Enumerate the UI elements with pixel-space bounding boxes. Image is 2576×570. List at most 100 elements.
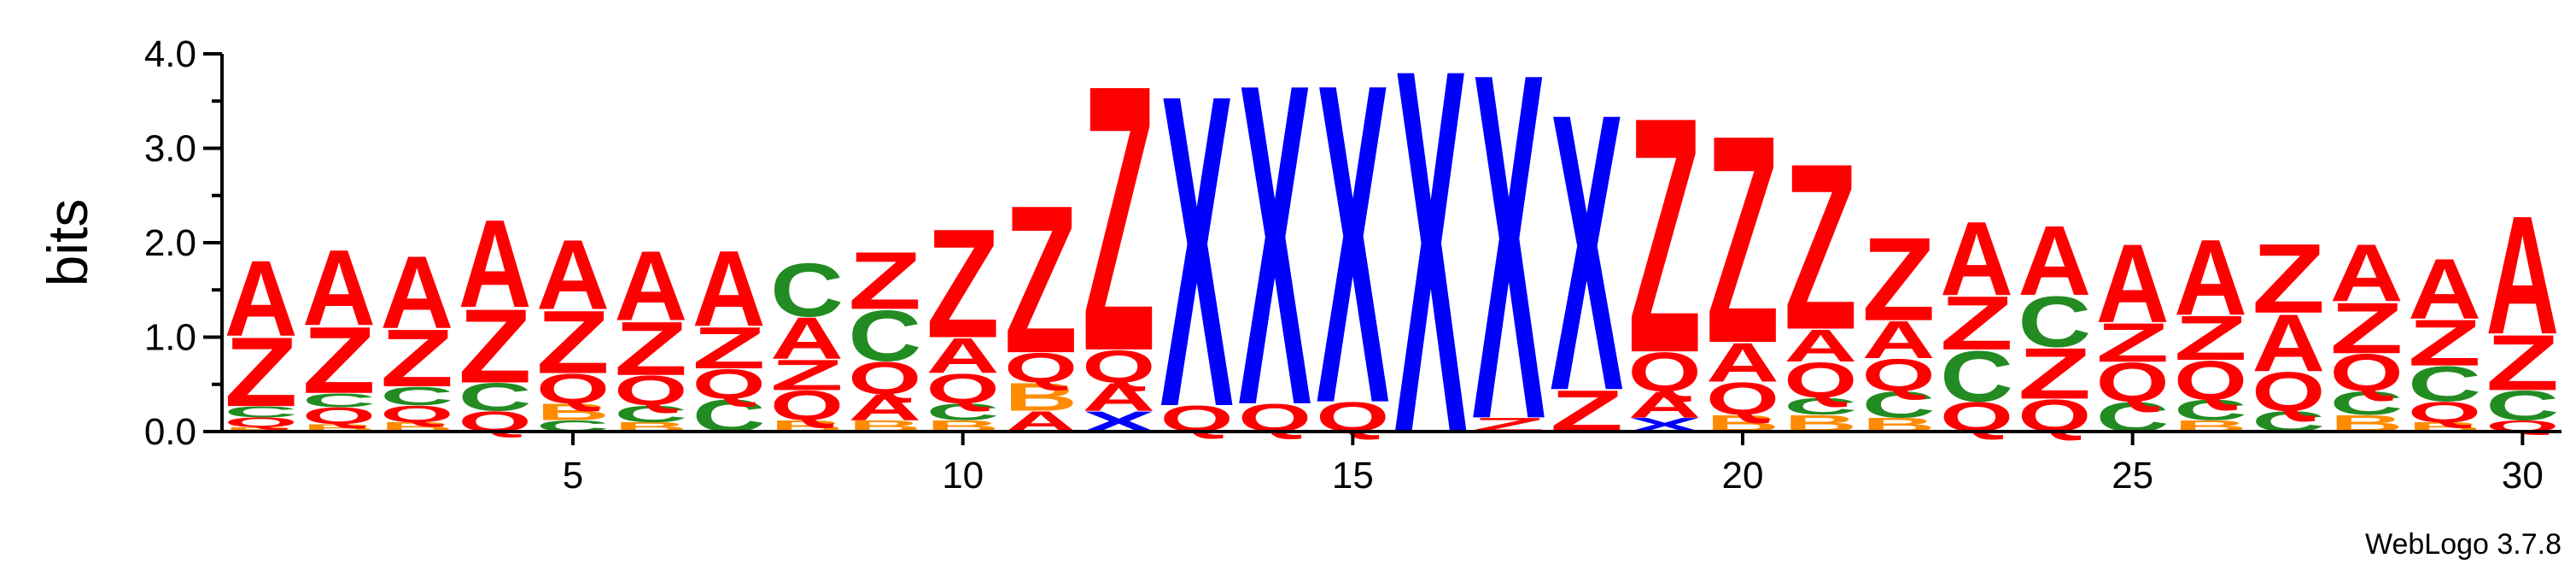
logo-stack-13: QX [1160, 2, 1234, 501]
logo-letter: Z [1550, 379, 1623, 444]
x-tick-label: 5 [563, 455, 583, 497]
logo-letter: A [302, 228, 376, 349]
logo-letter: A [1082, 375, 1155, 420]
y-axis-title: bits [36, 199, 99, 287]
logo-letter: A [380, 236, 453, 350]
y-axis-ticks: 0.0 1.0 2.0 3.0 4.0 [144, 33, 222, 453]
logo-letter: C [848, 296, 921, 377]
logo-letter: C [2485, 383, 2559, 430]
logo-letter: C [1862, 384, 1936, 425]
logo-letter: A [2408, 241, 2481, 337]
logo-letter: Q [1706, 373, 1779, 425]
logo-letter: Z [2485, 319, 2559, 407]
logo-letter: A [2096, 220, 2170, 346]
x-tick-label: 25 [2112, 455, 2153, 497]
logo-letter: Q [1862, 350, 1936, 401]
logo-letter: Z [1940, 280, 2013, 366]
logo-letter: Z [926, 197, 1000, 371]
logo-letter: Q [2330, 344, 2404, 403]
logo-letter: C [614, 401, 687, 427]
logo-letter: Z [380, 313, 453, 404]
logo-letter: A [459, 194, 532, 334]
logo-letter: C [2018, 281, 2091, 362]
logo-letter: Z [2252, 223, 2325, 333]
logo-letter: A [1628, 384, 1702, 425]
logo-letter: X [1394, 0, 1468, 543]
logo-letter: X [1472, 0, 1545, 522]
logo-stack-15: QX [1316, 0, 1389, 499]
logo-letter: Q [2174, 350, 2247, 411]
logo-letter: Q [692, 361, 766, 408]
logo-letter: Z [536, 293, 610, 393]
logo-letter: A [2330, 227, 2404, 319]
x-axis-ticks: 5 10 15 20 25 30 [563, 432, 2544, 497]
logo-letter: A [692, 229, 766, 350]
logo-letter: A [225, 238, 298, 359]
logo-letter: Q [536, 366, 610, 413]
logo-stack-16: X [1394, 0, 1468, 543]
logo-stack-18: ZX [1550, 32, 1623, 474]
logo-letter: Q [1628, 341, 1702, 403]
logo-letter: Q [926, 366, 1000, 413]
logo-letter: Z [770, 351, 844, 400]
logo-letter: C [302, 389, 376, 411]
logo-letter: B [1004, 375, 1078, 420]
logo-letter: A [2485, 180, 2559, 370]
logo-letter: X [1550, 32, 1623, 474]
logo-letter: B [225, 426, 298, 433]
logo-letter: A [848, 387, 921, 428]
logo-letter: Q [770, 383, 844, 430]
logo-letter: C [1784, 393, 1857, 420]
logo-letter: Z [1082, 6, 1155, 430]
x-tick-label: 15 [1332, 455, 1374, 497]
logo-letter: Q [1082, 341, 1155, 392]
logo-letter: A [1862, 310, 1936, 369]
logo-letter: C [2330, 385, 2404, 421]
footer-label: WebLogo 3.7.8 [2365, 528, 2561, 561]
logo-letter: Q [848, 352, 921, 403]
logo-letter: A [2018, 205, 2091, 315]
logo-letter: Q [2252, 361, 2325, 423]
x-tick-label: 10 [942, 455, 984, 497]
logo-letter: Q [1004, 345, 1078, 392]
logo-letter: Z [2330, 288, 2404, 369]
logo-letter: A [1940, 199, 2013, 318]
x-tick-label: 20 [1722, 455, 1764, 497]
logo-letter: Z [2174, 303, 2247, 373]
logo-letter: C [2408, 356, 2481, 412]
logo-letter: A [2174, 218, 2247, 338]
logo-letter: Z [2408, 306, 2481, 379]
logo-letter: Z [302, 307, 376, 414]
logo-letter: A [614, 231, 687, 341]
logo-letter: C [225, 403, 298, 421]
logo-letter: Q [2096, 352, 2170, 414]
logo-letter: A [1784, 320, 1857, 372]
logo-letter: Q [225, 415, 298, 430]
logo-letter: X [1316, 0, 1389, 499]
logo-stack-14: QX [1238, 0, 1311, 501]
y-tick-label: 4.0 [144, 33, 196, 75]
logo-letter: A [536, 220, 610, 330]
logo-letter: A [1706, 332, 1779, 393]
logo-letter: Z [1862, 213, 1936, 345]
logo-letter: Z [848, 235, 921, 326]
logo-letter: X [1160, 2, 1234, 501]
logo-letter: C [926, 399, 1000, 426]
logo-letter: A [926, 327, 1000, 384]
logo-letter: Q [2408, 397, 2481, 429]
logo-letter: C [459, 375, 532, 420]
